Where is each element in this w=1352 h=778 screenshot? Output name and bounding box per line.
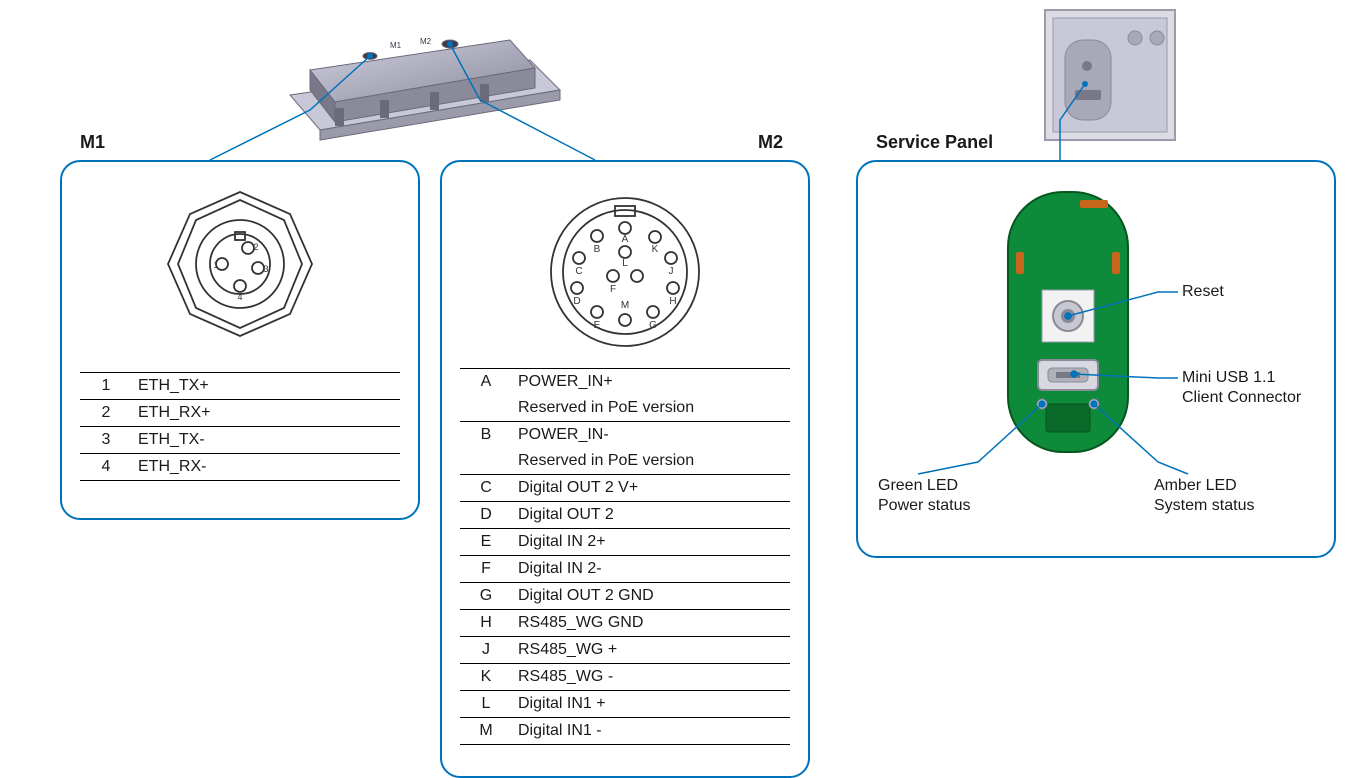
pin-note: Reserved in PoE version <box>512 395 790 422</box>
pin-signal: Digital IN 2- <box>512 556 790 583</box>
svg-text:D: D <box>573 296 580 307</box>
table-row-note: Reserved in PoE version <box>460 395 790 422</box>
svg-text:C: C <box>575 266 582 277</box>
pin-signal: Digital IN 2+ <box>512 529 790 556</box>
pin-id: F <box>460 556 512 583</box>
pin-id: A <box>460 369 512 396</box>
pin-signal: ETH_RX- <box>132 454 400 481</box>
usb-label-line2: Client Connector <box>1182 389 1301 406</box>
svg-text:H: H <box>669 296 676 307</box>
svg-text:A: A <box>622 234 629 245</box>
pin-id: 2 <box>80 400 132 427</box>
pin-signal: ETH_TX+ <box>132 373 400 400</box>
green-led-line1: Green LED <box>878 477 958 494</box>
pin-signal: RS485_WG - <box>512 664 790 691</box>
pin-id: L <box>460 691 512 718</box>
pin-signal: Digital IN1 - <box>512 718 790 745</box>
pin-id: G <box>460 583 512 610</box>
pin-signal: Digital IN1 + <box>512 691 790 718</box>
svg-text:L: L <box>622 258 628 269</box>
m1-connector-drawing: 1 2 3 4 <box>140 182 340 362</box>
svg-text:M: M <box>621 300 629 311</box>
table-row: 2ETH_RX+ <box>80 400 400 427</box>
table-row: FDigital IN 2- <box>460 556 790 583</box>
pin-signal: RS485_WG GND <box>512 610 790 637</box>
pin-id: E <box>460 529 512 556</box>
pin-id: D <box>460 502 512 529</box>
service-title: Service Panel <box>876 132 993 153</box>
pin-signal: Digital OUT 2 V+ <box>512 475 790 502</box>
svg-text:J: J <box>669 266 674 277</box>
pin-signal: RS485_WG + <box>512 637 790 664</box>
table-row: CDigital OUT 2 V+ <box>460 475 790 502</box>
pin-id: H <box>460 610 512 637</box>
m2-connector-drawing: A B K C J D H E G M F L <box>515 182 735 362</box>
amber-led-line2: System status <box>1154 497 1254 514</box>
m1-pin3-glyph: 3 <box>263 264 268 274</box>
table-row: GDigital OUT 2 GND <box>460 583 790 610</box>
m2-panel: A B K C J D H E G M F L APOWER_IN+Reserv… <box>440 160 810 778</box>
pin-note: Reserved in PoE version <box>512 448 790 475</box>
green-led-label: Green LED Power status <box>878 476 970 516</box>
pin-id: 3 <box>80 427 132 454</box>
pin-id: C <box>460 475 512 502</box>
pin-id: B <box>460 422 512 449</box>
table-row: 3ETH_TX- <box>80 427 400 454</box>
table-row: EDigital IN 2+ <box>460 529 790 556</box>
usb-label: Mini USB 1.1 Client Connector <box>1182 368 1301 408</box>
m2-pin-table: APOWER_IN+Reserved in PoE versionBPOWER_… <box>460 368 790 745</box>
table-row: HRS485_WG GND <box>460 610 790 637</box>
m1-pin-table: 1ETH_TX+2ETH_RX+3ETH_TX-4ETH_RX- <box>80 372 400 481</box>
table-row: 4ETH_RX- <box>80 454 400 481</box>
pin-signal: POWER_IN+ <box>512 369 790 396</box>
pin-signal: POWER_IN- <box>512 422 790 449</box>
svg-text:K: K <box>652 244 659 255</box>
pin-signal: ETH_RX+ <box>132 400 400 427</box>
svg-text:E: E <box>594 320 601 331</box>
pin-id: 4 <box>80 454 132 481</box>
m1-pin1-glyph: 1 <box>213 260 218 270</box>
reset-label: Reset <box>1182 282 1224 302</box>
m1-title: M1 <box>80 132 105 153</box>
table-row-note: Reserved in PoE version <box>460 448 790 475</box>
pin-signal: ETH_TX- <box>132 427 400 454</box>
table-row: MDigital IN1 - <box>460 718 790 745</box>
pin-id: 1 <box>80 373 132 400</box>
amber-led-line1: Amber LED <box>1154 477 1237 494</box>
m1-pin4-glyph: 4 <box>237 292 242 302</box>
green-led-line2: Power status <box>878 497 970 514</box>
m2-title: M2 <box>758 132 783 153</box>
pin-signal: Digital OUT 2 <box>512 502 790 529</box>
m1-pin2-glyph: 2 <box>253 242 258 252</box>
table-row: BPOWER_IN- <box>460 422 790 449</box>
usb-label-line1: Mini USB 1.1 <box>1182 369 1275 386</box>
pin-id: M <box>460 718 512 745</box>
table-row: DDigital OUT 2 <box>460 502 790 529</box>
pin-signal: Digital OUT 2 GND <box>512 583 790 610</box>
m1-panel: 1 2 3 4 1ETH_TX+2ETH_RX+3ETH_TX-4ETH_RX- <box>60 160 420 520</box>
table-row: APOWER_IN+ <box>460 369 790 396</box>
pin-id: J <box>460 637 512 664</box>
table-row: JRS485_WG + <box>460 637 790 664</box>
svg-text:G: G <box>649 320 657 331</box>
svg-text:F: F <box>610 284 616 295</box>
service-panel: Reset Mini USB 1.1 Client Connector Gree… <box>856 160 1336 558</box>
table-row: KRS485_WG - <box>460 664 790 691</box>
svg-text:B: B <box>594 244 601 255</box>
pin-id: K <box>460 664 512 691</box>
table-row: LDigital IN1 + <box>460 691 790 718</box>
table-row: 1ETH_TX+ <box>80 373 400 400</box>
amber-led-label: Amber LED System status <box>1154 476 1254 516</box>
